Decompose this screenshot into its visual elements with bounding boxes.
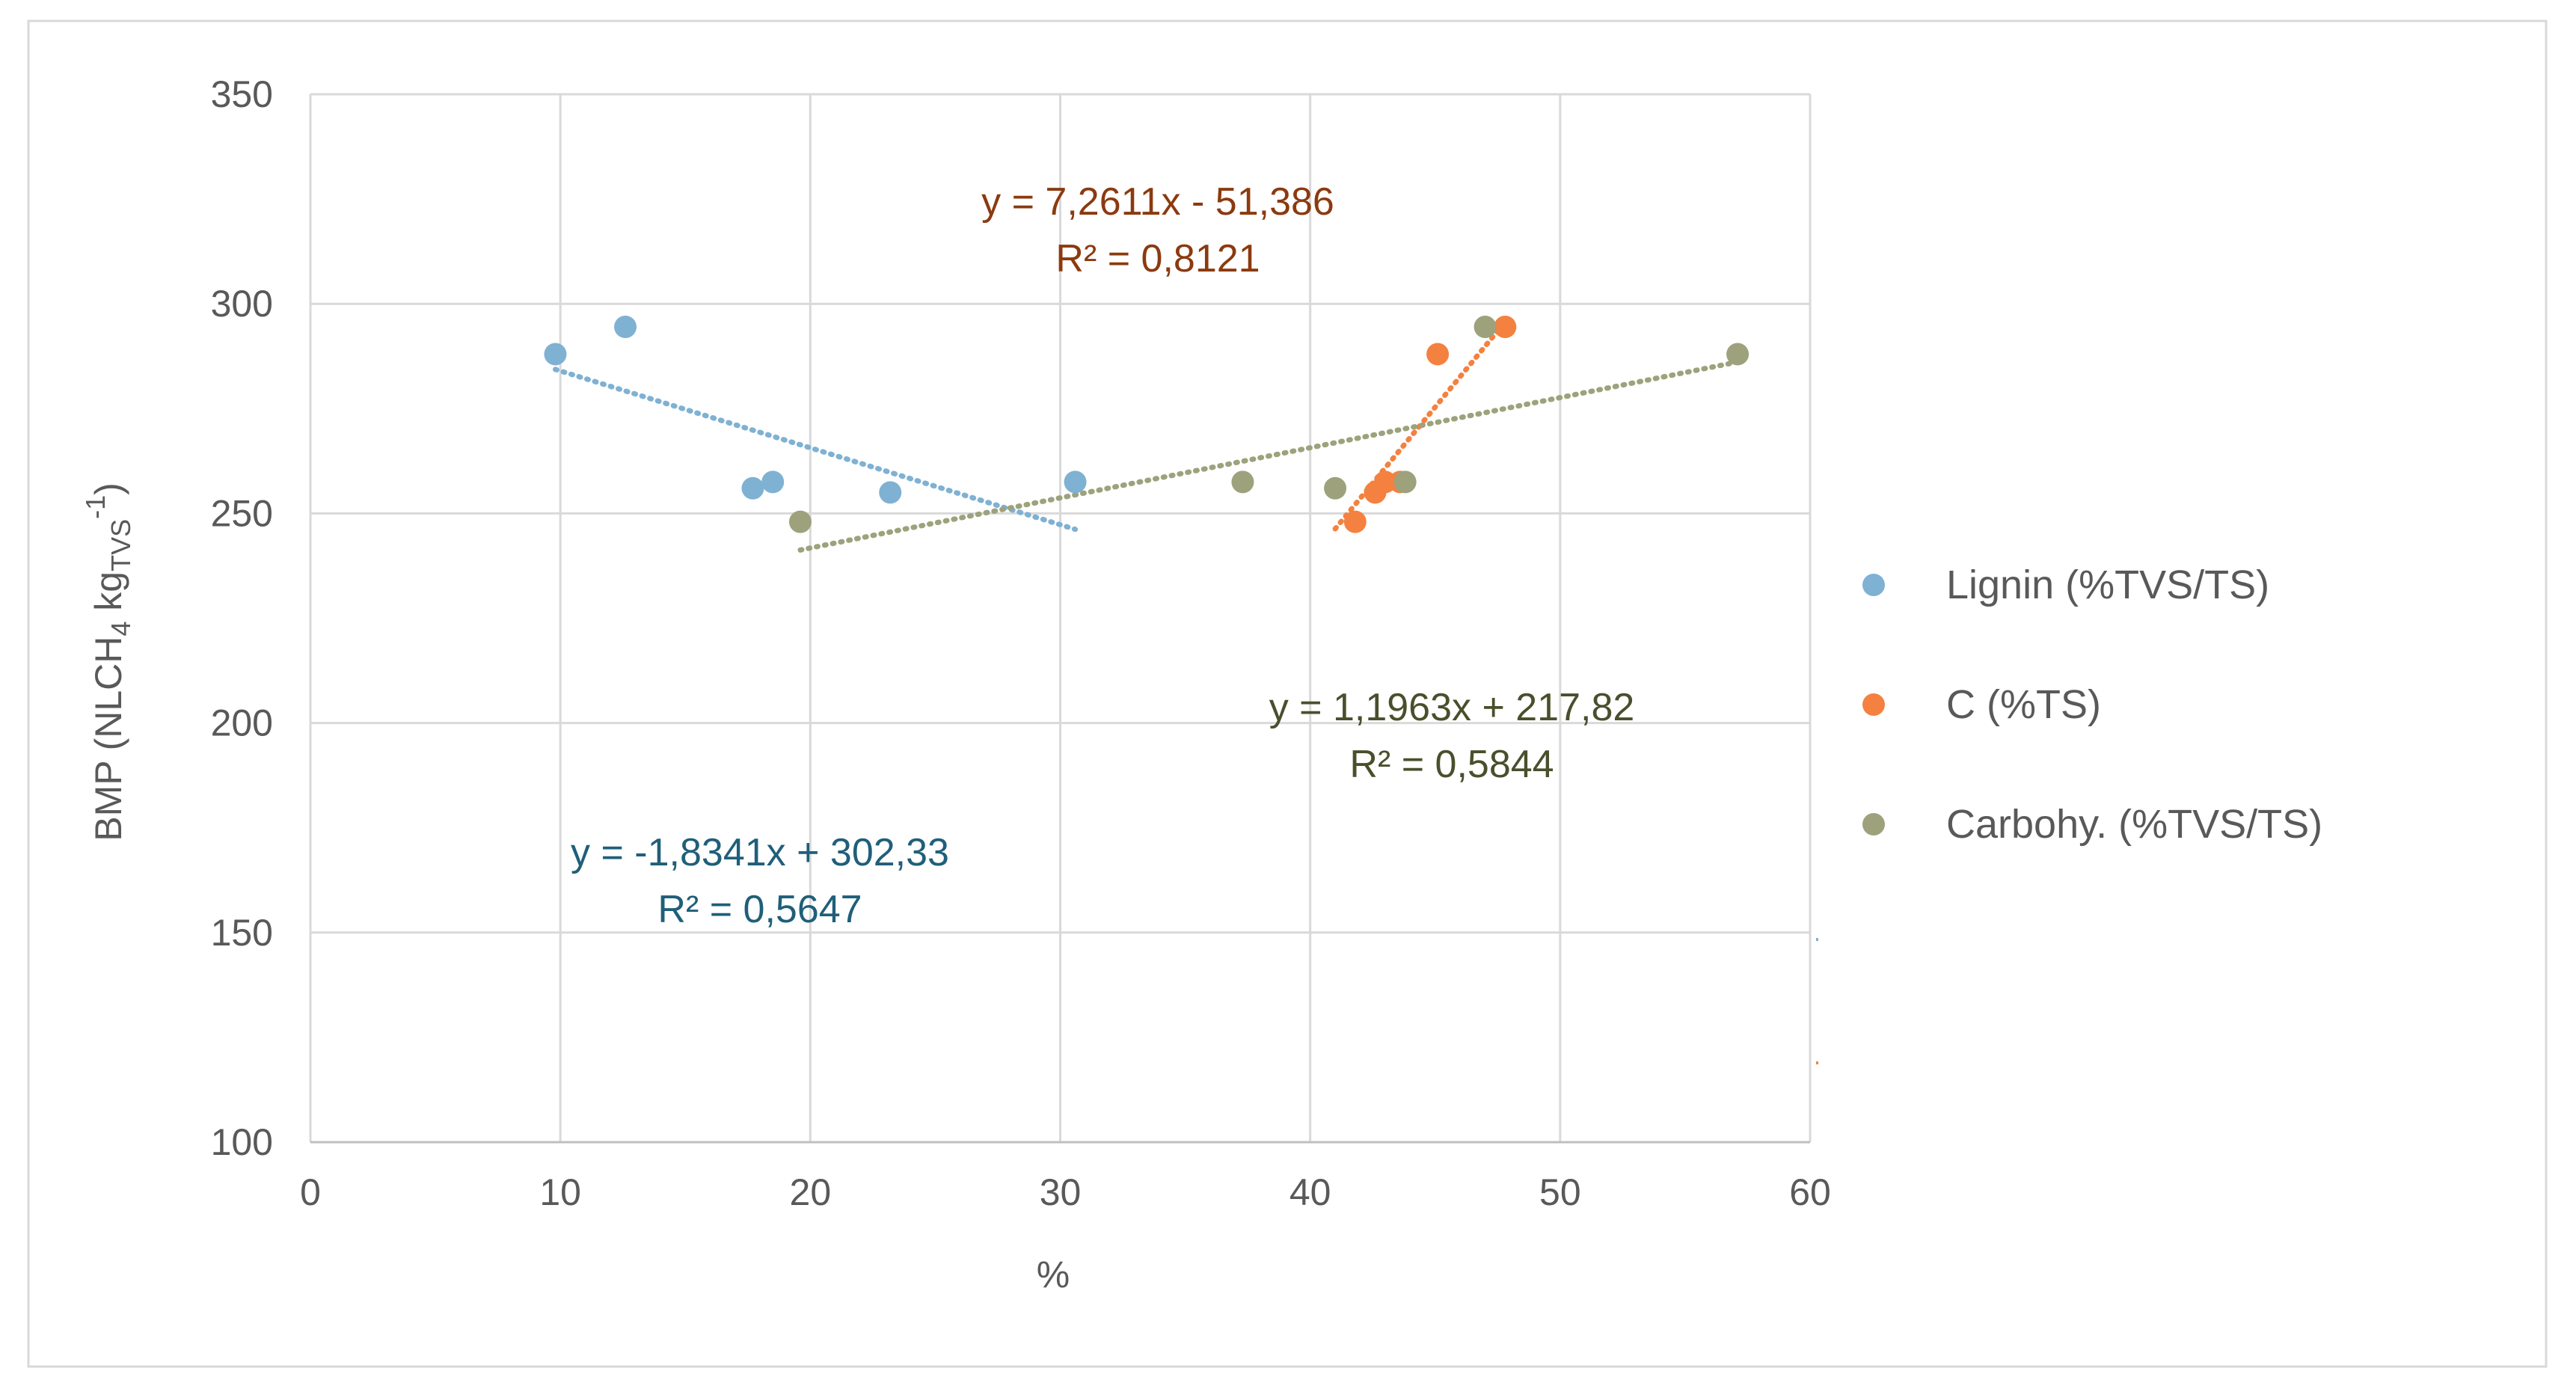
trendline-layer (552, 319, 1741, 553)
trendline-carbohy (797, 359, 1741, 553)
point-carbohy (788, 510, 812, 533)
equation-carbohy: y = 1,1963x + 217,82 (1269, 686, 1635, 729)
point-carbohy (1324, 476, 1347, 500)
legend: Lignin (%TVS/TS) C (%TS) Carbohy. (%TVS/… (1862, 562, 2322, 847)
y-tick-label: 250 (211, 492, 273, 534)
equation-lignin: y = -1,8341x + 302,33 (571, 831, 949, 874)
y-axis-label-sub1: 4 (105, 622, 136, 637)
equation-c-formula: y = 7,2611x - 51,386 (981, 180, 1334, 224)
point-lignin (741, 476, 764, 500)
legend-item-carbohy: Carbohy. (%TVS/TS) (1862, 802, 2322, 847)
point-carbohy (1726, 343, 1749, 366)
legend-marker-c (1862, 693, 1885, 716)
point-c (1494, 316, 1517, 339)
legend-label-carbohy: Carbohy. (%TVS/TS) (1946, 802, 2322, 847)
legend-item-c: C (%TS) (1862, 682, 2101, 727)
x-axis-label: % (1037, 1254, 1070, 1296)
r2-carbohy: R² = 0,5844 (1349, 743, 1554, 786)
equation-lignin-formula: y = -1,8341x + 302,33 (571, 831, 949, 874)
legend-item-lignin: Lignin (%TVS/TS) (1862, 562, 2269, 607)
r2-carbohy-value: R² = 0,5844 (1349, 743, 1554, 786)
x-tick-label: 0 (300, 1171, 321, 1213)
y-axis-label-sub2: TVS (105, 519, 136, 571)
equation-c: y = 7,2611x - 51,386 (981, 180, 1334, 224)
y-axis-label: BMP (NLCH4 kgTVS-1) (80, 482, 136, 841)
y-tick-label: 300 (211, 283, 273, 325)
r2-lignin: R² = 0,5647 (657, 888, 862, 931)
legend-marker-carbohy (1862, 813, 1885, 835)
point-lignin (761, 470, 785, 494)
y-axis-label-mid: kg (88, 571, 129, 622)
r2-c: R² = 0,8121 (1055, 237, 1260, 280)
point-lignin (544, 343, 567, 366)
y-axis-label-sup: -1 (80, 495, 111, 519)
x-tick-label: 20 (790, 1171, 832, 1213)
y-tick-label: 100 (211, 1121, 273, 1163)
legend-label-c: C (%TS) (1946, 682, 2101, 727)
y-axis-label-suffix: ) (88, 482, 129, 495)
x-tick-label: 30 (1040, 1171, 1082, 1213)
point-carbohy (1393, 470, 1417, 494)
point-lignin (614, 316, 637, 339)
r2-c-value: R² = 0,8121 (1055, 237, 1260, 280)
legend-label-lignin: Lignin (%TVS/TS) (1946, 562, 2269, 607)
x-tick-label: 40 (1289, 1171, 1331, 1213)
y-tick-label: 150 (211, 912, 273, 954)
y-axis-label-prefix: BMP (NLCH (88, 637, 129, 841)
point-lignin (1064, 470, 1087, 494)
point-c (1426, 343, 1450, 366)
point-carbohy (1473, 316, 1497, 339)
equation-layer: y = 7,2611x - 51,386 R² = 0,8121 y = 1,1… (571, 180, 1634, 931)
legend-marker-lignin (1862, 574, 1885, 596)
y-tick-label: 200 (211, 702, 273, 744)
x-tick-label: 50 (1539, 1171, 1581, 1213)
point-c (1343, 510, 1367, 533)
point-lignin (879, 481, 902, 504)
x-tick-label: 10 (539, 1171, 581, 1213)
equation-carbohy-formula: y = 1,1963x + 217,82 (1269, 686, 1635, 729)
trendline-lignin (552, 367, 1079, 533)
point-carbohy (1231, 470, 1254, 494)
y-tick-label: 350 (211, 73, 273, 115)
grid-layer (309, 93, 1812, 1144)
x-tick-label: 60 (1789, 1171, 1831, 1213)
point-layer (544, 316, 1749, 533)
tick-label-layer: 100 150 200 250 300 350 0 10 20 30 40 50 60 (211, 73, 1831, 1213)
r2-lignin-value: R² = 0,5647 (657, 888, 862, 931)
